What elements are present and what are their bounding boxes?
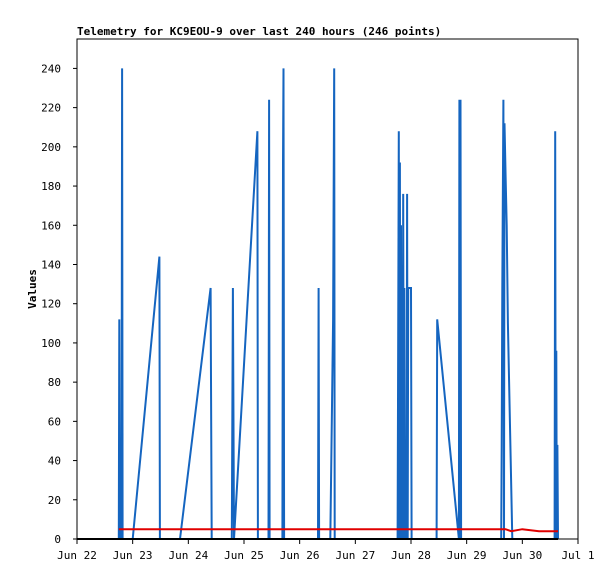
x-tick-label: Jun 26 [280,549,320,562]
x-tick-label: Jun 22 [57,549,97,562]
y-axis: 0 20 40 60 80 100 120 140 160 180 200 220 240 [41,62,77,546]
x-tick-label: Jun 27 [335,549,375,562]
y-tick-label: 240 [41,62,61,75]
y-tick-label: 220 [41,102,61,115]
chart-title: Telemetry for KC9EOU-9 over last 240 hou… [77,25,441,38]
x-tick-label: Jun 24 [168,549,208,562]
y-tick-label: 200 [41,141,61,154]
y-tick-label: 120 [41,298,61,311]
y-tick-label: 60 [48,415,61,428]
y-tick-label: 0 [54,533,61,546]
series-line-2 [118,528,558,533]
x-tick-label: Jun 25 [224,549,264,562]
y-axis-label: Values [26,269,39,309]
x-axis: Jun 22 Jun 23 Jun 24 Jun 25 Jun 26 Jun 27 Jun … [57,539,595,562]
y-tick-label: 100 [41,337,61,350]
x-tick-label: Jul 1 [561,549,594,562]
series-line-1 [117,68,559,540]
y-tick-label: 80 [48,376,61,389]
y-tick-label: 180 [41,180,61,193]
x-tick-label: Jun 23 [113,549,153,562]
y-tick-label: 20 [48,494,61,507]
x-tick-label: Jun 28 [391,549,431,562]
y-tick-label: 140 [41,258,61,271]
x-tick-label: Jun 30 [502,549,542,562]
x-tick-label: Jun 29 [447,549,487,562]
plot-frame [76,38,579,540]
y-tick-label: 40 [48,455,61,468]
y-tick-label: 160 [41,219,61,232]
